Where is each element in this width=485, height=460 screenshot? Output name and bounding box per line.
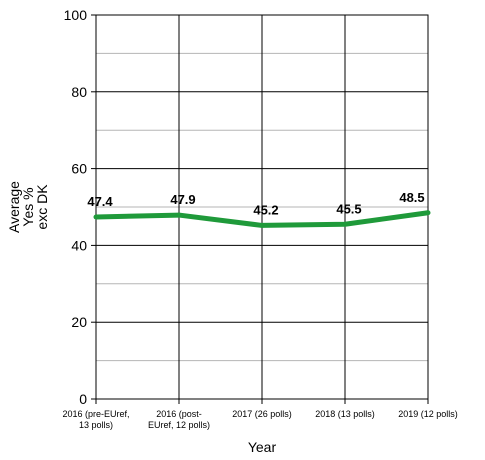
y-tick-label: 60	[71, 161, 87, 177]
y-axis-title-text: AverageYes %exc DK	[6, 181, 50, 233]
y-axis-title: AverageYes %exc DK	[6, 181, 50, 233]
data-label: 47.4	[87, 194, 113, 209]
x-tick-label: 2016 (pre-EUref, 13 polls)	[62, 409, 129, 430]
x-tick-label: 2018 (13 polls)	[315, 409, 375, 419]
data-label: 45.5	[336, 201, 361, 216]
data-point	[343, 222, 348, 227]
y-tick-label: 40	[71, 237, 87, 253]
y-tick-label: 0	[79, 391, 87, 407]
data-point	[94, 214, 99, 219]
data-point	[426, 210, 431, 215]
x-tick-label: 2016 (post-EUref, 12 polls)	[148, 409, 210, 430]
y-tick-label: 20	[71, 314, 87, 330]
data-label: 48.5	[399, 190, 424, 205]
y-tick-label: 100	[64, 7, 88, 23]
x-tick-label: 2017 (26 polls)	[232, 409, 292, 419]
data-point	[260, 223, 265, 228]
y-tick-label: 80	[71, 84, 87, 100]
data-point	[177, 213, 182, 218]
data-labels: 47.4 47.9 45.2 45.5 48.5	[87, 190, 424, 218]
data-label: 45.2	[253, 202, 278, 217]
data-label: 47.9	[170, 192, 195, 207]
x-tick-label: 2019 (12 polls)	[398, 409, 458, 419]
x-axis-ticks: 2016 (pre-EUref, 13 polls) 2016 (post-EUre…	[62, 399, 457, 430]
x-axis-title: Year	[248, 439, 277, 455]
